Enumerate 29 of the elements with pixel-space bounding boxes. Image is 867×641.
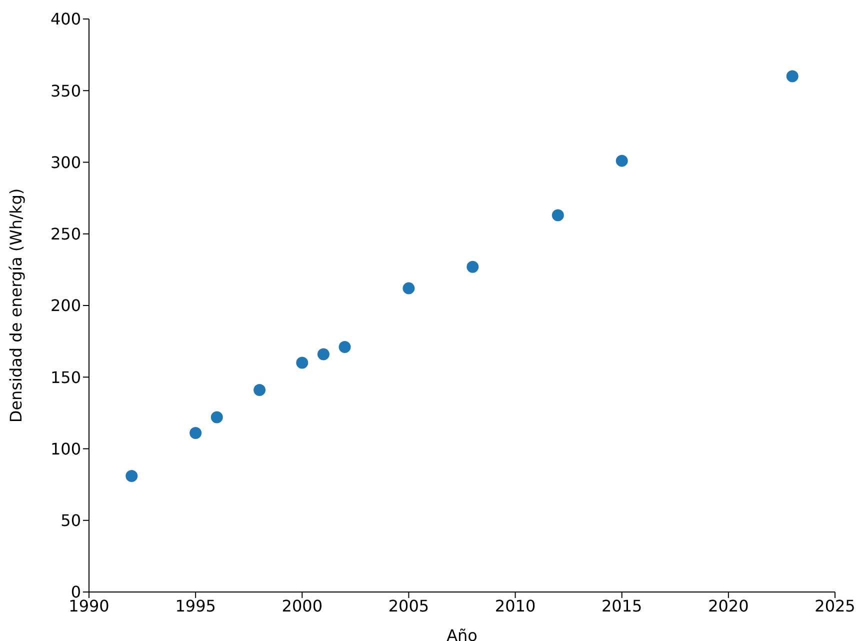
point	[466, 260, 479, 273]
point	[126, 470, 138, 482]
x-tick-label: 2000	[282, 596, 322, 616]
point	[616, 154, 628, 167]
y-axis-title: Densidad de energía (Wh/kg)	[6, 188, 26, 423]
x-tick-label: 2015	[602, 596, 642, 616]
x-tick-label: 2010	[494, 596, 536, 616]
point	[402, 282, 415, 294]
y-tick-label: 200	[50, 296, 81, 316]
x-tick-label: 2025	[814, 596, 856, 616]
point	[786, 70, 798, 82]
point	[210, 411, 223, 424]
x-tick-label: 1995	[175, 596, 216, 616]
x-tick-label: 2020	[708, 596, 749, 616]
point	[296, 356, 308, 369]
y-tick-label: 300	[50, 152, 81, 172]
x-tick-label: 2005	[388, 596, 430, 616]
y-tick-label: 150	[50, 368, 81, 387]
y-tick-label: 400	[50, 10, 81, 29]
point	[552, 209, 564, 222]
y-tick-label: 350	[50, 81, 81, 100]
point	[254, 384, 266, 396]
y-tick-label: 250	[50, 224, 81, 244]
point	[338, 341, 351, 354]
y-tick-label: 50	[60, 511, 81, 530]
point	[190, 426, 202, 439]
x-axis-title: Año	[446, 626, 478, 641]
y-tick-label: 100	[50, 439, 81, 458]
point	[317, 348, 330, 360]
